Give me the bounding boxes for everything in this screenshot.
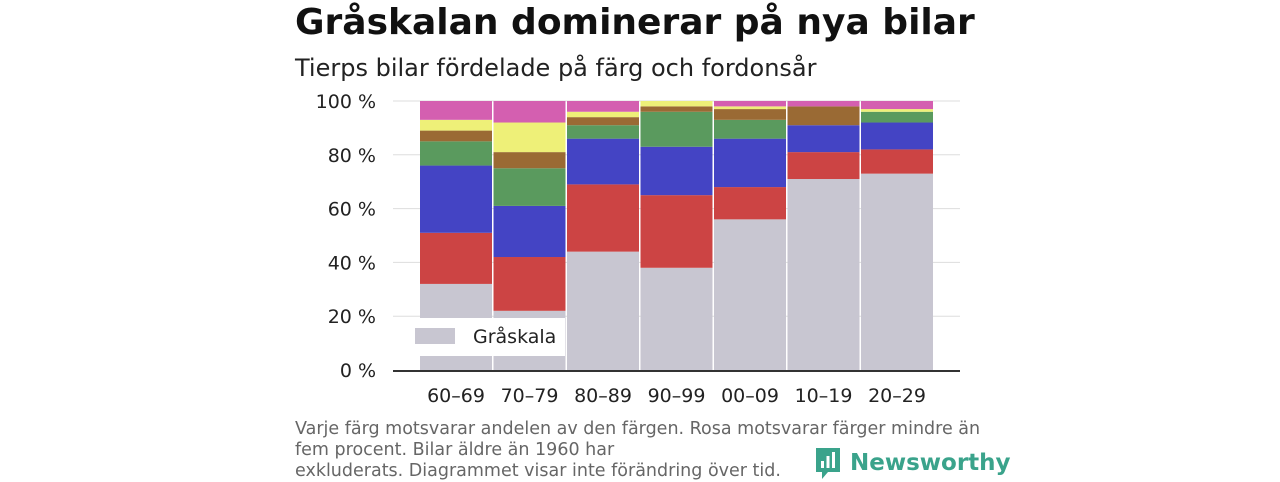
footnote-line-1: Varje färg motsvarar andelen av den färg… bbox=[295, 419, 981, 439]
newsworthy-logo-icon bbox=[816, 448, 840, 479]
bar-segment bbox=[493, 168, 566, 206]
y-tick-label: 80 % bbox=[328, 145, 376, 167]
bar-segment bbox=[714, 106, 786, 110]
y-tick-label: 0 % bbox=[340, 360, 376, 382]
brand-logo: Newsworthy bbox=[814, 446, 1011, 480]
bar-segment bbox=[640, 195, 713, 268]
bar-segment bbox=[567, 101, 639, 112]
bar-segment bbox=[640, 146, 713, 196]
legend-swatch bbox=[415, 328, 455, 344]
bar-segment bbox=[493, 152, 566, 169]
bar-segment bbox=[567, 111, 639, 118]
bar-segment bbox=[861, 149, 933, 174]
bar-segment bbox=[420, 232, 492, 284]
footnote-line-3: exkluderats. Diagrammet visar inte förän… bbox=[295, 461, 781, 481]
bar-segment bbox=[420, 141, 492, 166]
brand-name: Newsworthy bbox=[850, 450, 1011, 476]
bar-segment bbox=[567, 117, 639, 126]
bar-segment bbox=[861, 101, 933, 110]
bar-segment bbox=[640, 106, 713, 112]
bar-stack bbox=[567, 101, 639, 370]
legend-label: Gråskala bbox=[473, 325, 556, 348]
x-tick-label: 70–79 bbox=[501, 385, 559, 407]
bar-segment bbox=[567, 184, 639, 252]
bar-segment bbox=[420, 130, 492, 142]
bar-segment bbox=[640, 101, 713, 107]
x-tick-label: 20–29 bbox=[868, 385, 926, 407]
chart-title: Gråskalan dominerar på nya bilar bbox=[295, 2, 975, 43]
bar-segment bbox=[861, 111, 933, 123]
bar-segment bbox=[567, 251, 639, 370]
bar-segment bbox=[420, 119, 492, 131]
bar-stack bbox=[714, 101, 786, 370]
bar-segment bbox=[787, 101, 860, 107]
x-tick-label: 10–19 bbox=[795, 385, 853, 407]
y-axis-ticks: 0 % 20 % 40 % 60 % 80 % 100 % bbox=[316, 91, 376, 382]
chart-subtitle: Tierps bilar fördelade på färg och fordo… bbox=[295, 54, 817, 82]
bar-segment bbox=[714, 101, 786, 107]
x-tick-label: 60–69 bbox=[427, 385, 485, 407]
bar-segment bbox=[714, 138, 786, 188]
bar-stack bbox=[640, 101, 713, 370]
y-tick-label: 100 % bbox=[316, 91, 376, 113]
y-tick-label: 20 % bbox=[328, 306, 376, 328]
x-tick-label: 90–99 bbox=[648, 385, 706, 407]
bar-segment bbox=[787, 125, 860, 153]
bar-segment bbox=[493, 122, 566, 153]
bar-segment bbox=[714, 219, 786, 370]
bar-stack bbox=[493, 101, 566, 370]
bar-segment bbox=[714, 109, 786, 120]
bar-segment bbox=[567, 125, 639, 139]
bar-segment bbox=[640, 111, 713, 147]
bar-segment bbox=[787, 179, 860, 370]
bar-segment bbox=[420, 101, 492, 120]
bar-segment bbox=[861, 173, 933, 370]
bar-segment bbox=[787, 152, 860, 180]
bar-segment bbox=[640, 267, 713, 370]
bar-segment bbox=[420, 165, 492, 233]
legend: Gråskala bbox=[405, 318, 565, 356]
footnote: Varje färg motsvarar andelen av den färg… bbox=[295, 419, 981, 482]
bar-segment bbox=[493, 205, 566, 258]
bar-stack bbox=[787, 101, 860, 370]
bar-segment bbox=[567, 138, 639, 185]
x-tick-label: 80–89 bbox=[574, 385, 632, 407]
footnote-line-2: fem procent. Bilar äldre än 1960 har bbox=[295, 440, 615, 460]
y-tick-label: 40 % bbox=[328, 252, 376, 274]
x-tick-label: 00–09 bbox=[721, 385, 779, 407]
bar-segment bbox=[493, 257, 566, 311]
bar-segment bbox=[787, 106, 860, 126]
y-tick-label: 60 % bbox=[328, 199, 376, 221]
bar-segment bbox=[861, 109, 933, 112]
bar-segment bbox=[861, 122, 933, 150]
bar-segment bbox=[493, 101, 566, 123]
bar-segment bbox=[714, 187, 786, 220]
bar-stack bbox=[861, 101, 933, 370]
bar-segment bbox=[714, 119, 786, 139]
x-axis-ticks: 60–69 70–79 80–89 90–99 00–09 10–19 20–29 bbox=[427, 385, 926, 407]
